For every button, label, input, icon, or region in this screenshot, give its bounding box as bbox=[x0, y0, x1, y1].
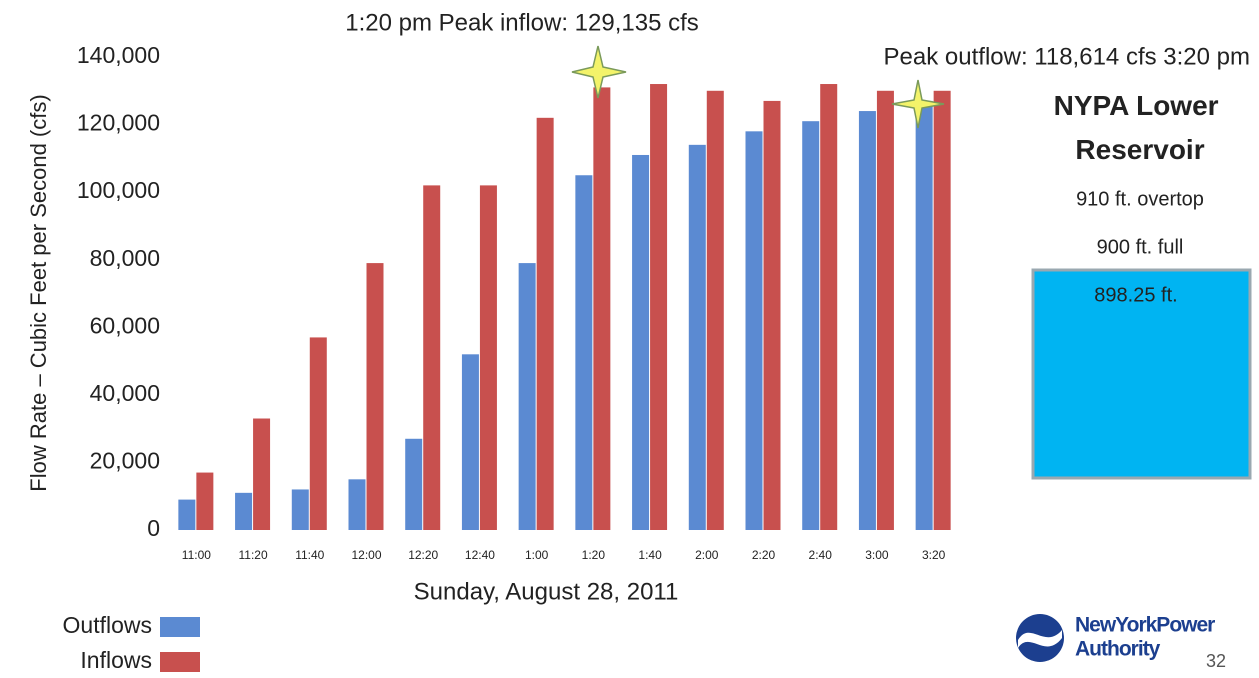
bar bbox=[763, 100, 781, 531]
x-tick-label: 12:00 bbox=[351, 548, 381, 562]
y-tick-label: 0 bbox=[147, 515, 160, 541]
x-tick-label: 3:20 bbox=[922, 548, 946, 562]
legend-swatch bbox=[160, 617, 200, 637]
bar bbox=[479, 185, 497, 530]
x-tick-label: 1:00 bbox=[525, 548, 549, 562]
bar bbox=[348, 479, 366, 530]
annotation: 1:20 pm Peak inflow: 129,135 cfs bbox=[345, 9, 699, 36]
x-tick-label: 2:00 bbox=[695, 548, 719, 562]
bar bbox=[915, 100, 933, 531]
x-tick-label: 12:20 bbox=[408, 548, 438, 562]
x-tick-label: 3:00 bbox=[865, 548, 889, 562]
bar bbox=[632, 154, 650, 530]
legend-label: Outflows bbox=[63, 612, 152, 638]
logo-text: Authority bbox=[1075, 638, 1161, 661]
bar bbox=[933, 90, 951, 531]
plot-area: 0 20,000 40,000 60,000 80,000 100,000 120,000 1… bbox=[77, 42, 951, 562]
y-tick-label: 40,000 bbox=[90, 380, 160, 406]
bar bbox=[461, 354, 479, 530]
y-tick-label: 80,000 bbox=[90, 245, 160, 271]
y-tick-label: 20,000 bbox=[90, 448, 160, 474]
bar bbox=[405, 438, 423, 530]
bar bbox=[536, 117, 554, 531]
logo-text: NewYorkPower bbox=[1075, 614, 1215, 637]
y-tick-label: 140,000 bbox=[77, 42, 160, 68]
x-tick-label: 11:20 bbox=[239, 548, 268, 562]
bar bbox=[178, 499, 196, 530]
level-label: 898.25 ft. bbox=[1094, 284, 1177, 306]
bar bbox=[291, 489, 309, 530]
reservoir-water bbox=[1031, 268, 1252, 480]
bar bbox=[820, 84, 838, 531]
bar bbox=[253, 418, 271, 530]
peak-star bbox=[571, 45, 627, 99]
bar bbox=[235, 492, 253, 530]
bar bbox=[876, 90, 894, 531]
y-tick-label: 120,000 bbox=[77, 110, 160, 136]
y-tick-label: 100,000 bbox=[77, 177, 160, 203]
y-tick-label: 60,000 bbox=[90, 312, 160, 338]
x-tick-label: 2:20 bbox=[752, 548, 776, 562]
legend-swatch bbox=[160, 652, 200, 672]
x-axis-label: Sunday, August 28, 2011 bbox=[414, 578, 679, 605]
bar bbox=[650, 84, 668, 531]
x-tick-label: 12:40 bbox=[465, 548, 495, 562]
legend-label: Inflows bbox=[80, 647, 152, 673]
bar bbox=[196, 472, 214, 530]
peak-star bbox=[891, 79, 945, 129]
x-tick-label: 11:00 bbox=[182, 548, 211, 562]
bar bbox=[593, 87, 611, 531]
logo-swoosh bbox=[1018, 630, 1062, 648]
overtop-label: 910 ft. overtop bbox=[1076, 188, 1204, 210]
legend: Outflows Inflows bbox=[63, 612, 200, 673]
bar bbox=[309, 337, 327, 530]
bar bbox=[802, 121, 820, 530]
y-axis-label: Flow Rate – Cubic Feet per Second (cfs) bbox=[26, 94, 51, 491]
page-number: 32 bbox=[1206, 651, 1226, 671]
x-tick-label: 11:40 bbox=[295, 548, 324, 562]
reservoir-title: NYPA Lower Reservoir bbox=[1054, 90, 1227, 165]
bar bbox=[423, 185, 441, 530]
annotation: Peak outflow: 118,614 cfs 3:20 pm bbox=[884, 43, 1250, 70]
bar bbox=[706, 90, 724, 531]
x-tick-label: 2:40 bbox=[809, 548, 833, 562]
bar bbox=[366, 263, 384, 530]
bar bbox=[745, 131, 763, 531]
reservoir-title-line: Reservoir bbox=[1075, 134, 1204, 165]
x-tick-label: 1:40 bbox=[638, 548, 662, 562]
bar bbox=[688, 144, 706, 531]
x-tick-label: 1:20 bbox=[582, 548, 606, 562]
reservoir-title-line: NYPA Lower bbox=[1054, 90, 1219, 121]
full-label: 900 ft. full bbox=[1097, 236, 1184, 258]
bar bbox=[575, 175, 593, 530]
bar bbox=[858, 111, 876, 531]
bar bbox=[518, 263, 536, 530]
